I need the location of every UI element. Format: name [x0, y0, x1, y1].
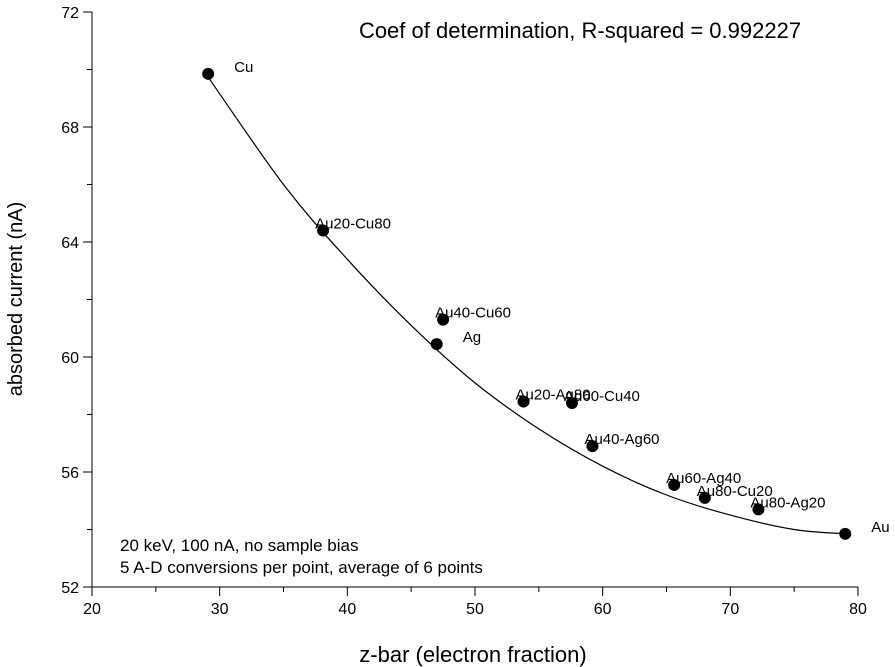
point-label: Ag: [463, 329, 481, 346]
data-point: [317, 224, 330, 237]
x-tick-label: 20: [83, 601, 101, 618]
x-tick-label: 40: [338, 601, 356, 618]
point-label: Au40-Cu60: [435, 305, 511, 322]
x-tick-label: 30: [211, 601, 229, 618]
data-point: [517, 395, 530, 408]
point-labels: Cu Au20-Cu80 Ag Au40-Cu60 Au20-Ag80Au60-Cu40…: [234, 59, 889, 536]
data-point: [698, 491, 711, 504]
fit-curve: [206, 74, 846, 535]
conditions-note-line-2: 5 A-D conversions per point, average of …: [120, 558, 483, 577]
point-label: Au20-Cu80: [315, 216, 391, 233]
data-point: [839, 527, 852, 540]
point-label: Au80-Ag20: [750, 494, 825, 511]
y-axis-label: absorbed current (nA): [5, 202, 27, 397]
y-tick-label: 64: [61, 235, 79, 252]
point-label: Au40-Ag60: [584, 431, 659, 448]
point-label: Au80-Cu20: [697, 483, 773, 500]
x-tick-label: 50: [466, 601, 484, 618]
y-tick-label: 72: [61, 5, 79, 22]
point-label: Au: [871, 519, 889, 536]
data-point: [566, 397, 579, 409]
y-tick-label: 52: [61, 580, 79, 597]
data-point: [430, 338, 443, 351]
data-points: [202, 67, 852, 540]
x-tick-label: 60: [594, 601, 612, 618]
data-point: [752, 503, 765, 516]
axes: 20 30 40 50 60 70 80 52 56 60 64 68 72: [61, 5, 867, 618]
data-point: [586, 440, 599, 453]
x-axis-label: z-bar (electron fraction): [359, 642, 586, 667]
x-tick-label: 80: [849, 601, 867, 618]
r-squared-annotation: Coef of determination, R-squared = 0.992…: [359, 18, 801, 43]
y-tick-label: 60: [61, 350, 79, 367]
point-label: Cu: [234, 59, 253, 76]
x-tick-label: 70: [721, 601, 739, 618]
point-label: Au60-Ag40: [666, 470, 741, 487]
data-point: [437, 313, 450, 326]
y-tick-label: 68: [61, 120, 79, 137]
data-point: [202, 67, 215, 80]
point-label: Au60-Cu40: [564, 388, 640, 405]
conditions-note-line-1: 20 keV, 100 nA, no sample bias: [120, 536, 358, 555]
point-label: Au20-Ag80: [516, 387, 591, 404]
data-point: [668, 478, 681, 491]
y-tick-label: 56: [61, 465, 79, 482]
